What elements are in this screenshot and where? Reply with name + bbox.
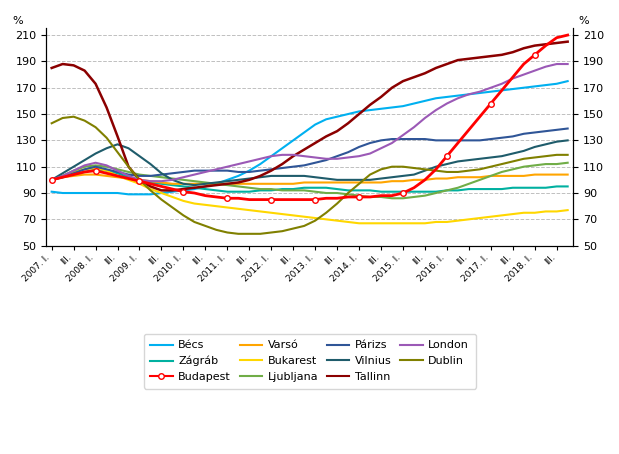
Text: %: % [12,16,22,26]
Text: %: % [578,16,589,26]
Legend: Bécs, Zágráb, Budapest, Varsó, Bukarest, Ljubljana, Párizs, Vilnius, Tallinn, Lo: Bécs, Zágráb, Budapest, Varsó, Bukarest,… [144,334,476,389]
